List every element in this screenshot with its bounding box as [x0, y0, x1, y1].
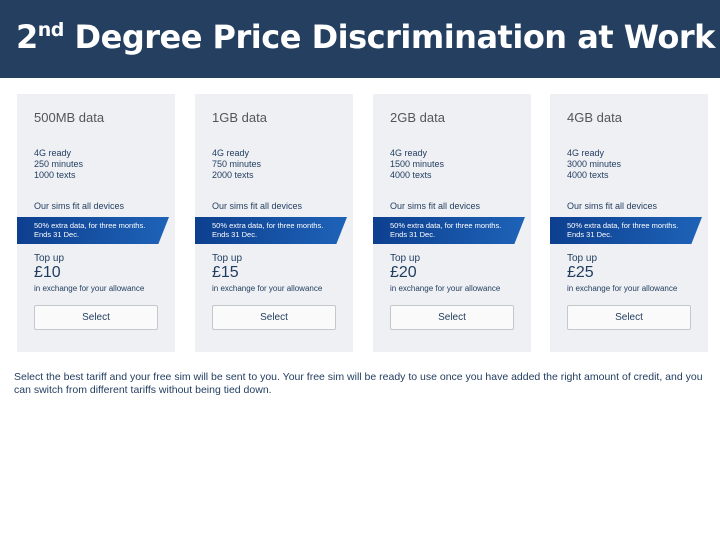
feature: 4G ready [390, 148, 428, 158]
price: £15 [212, 264, 239, 281]
feature: 4G ready [34, 148, 72, 158]
promo-band: 50% extra data, for three months. Ends 31… [373, 217, 525, 244]
price: £20 [390, 264, 417, 281]
feature: 4000 texts [567, 170, 609, 180]
topup-label: Top up [34, 253, 65, 264]
feature: 4000 texts [390, 170, 432, 180]
price: £25 [567, 264, 594, 281]
topup-label: Top up [212, 253, 243, 264]
promo-line: Ends 31 Dec. [212, 230, 258, 239]
select-button[interactable]: Select [567, 305, 691, 330]
allowance-note: in exchange for your allowance [390, 284, 501, 293]
feature: 2000 texts [212, 170, 254, 180]
tariff-card: 1GB data 4G ready 750 minutes 2000 texts Our… [195, 94, 353, 352]
sims-note: Our sims fit all devices [390, 201, 481, 211]
topup-label: Top up [390, 253, 421, 264]
feature: 250 minutes [34, 159, 84, 169]
tariff-card: 500MB data 4G ready 250 minutes 1000 texts O… [17, 94, 175, 352]
promo-band: 50% extra data, for three months. Ends 31… [550, 217, 702, 244]
price: £10 [34, 264, 61, 281]
promo-line: Ends 31 Dec. [567, 230, 613, 239]
promo-line: Ends 31 Dec. [34, 230, 80, 239]
plan-name: 500MB data [34, 110, 105, 125]
sims-note: Our sims fit all devices [34, 201, 125, 211]
allowance-note: in exchange for your allowance [34, 284, 145, 293]
title: 2nd Degree Price Discrimination at Work [16, 18, 715, 56]
sims-note: Our sims fit all devices [212, 201, 303, 211]
promo-line: 50% extra data, for three months. [34, 221, 146, 230]
header-bar: 2nd Degree Price Discrimination at Work [0, 0, 720, 78]
title-text: Degree Price Discrimination at Work [74, 18, 716, 56]
select-button[interactable]: Select [390, 305, 514, 330]
promo-line: 50% extra data, for three months. [567, 221, 679, 230]
title-number: 2 [16, 18, 38, 56]
feature: 750 minutes [212, 159, 262, 169]
allowance-note: in exchange for your allowance [212, 284, 323, 293]
feature: 4G ready [212, 148, 250, 158]
plan-name: 1GB data [212, 110, 267, 125]
select-button[interactable]: Select [34, 305, 158, 330]
select-button[interactable]: Select [212, 305, 336, 330]
promo-band: 50% extra data, for three months. Ends 31… [195, 217, 347, 244]
feature: 3000 minutes [567, 159, 622, 169]
title-superscript: nd [37, 19, 65, 41]
plan-name: 2GB data [390, 110, 445, 125]
allowance-note: in exchange for your allowance [567, 284, 678, 293]
plan-name: 4GB data [567, 110, 622, 125]
feature: 1500 minutes [390, 159, 445, 169]
tariff-card: 4GB data 4G ready 3000 minutes 4000 texts Ou… [550, 94, 708, 352]
caption: Select the best tariff and your free sim… [14, 371, 703, 396]
promo-band: 50% extra data, for three months. Ends 31… [17, 217, 169, 244]
tariff-card: 2GB data 4G ready 1500 minutes 4000 texts Ou… [373, 94, 531, 352]
promo-line: 50% extra data, for three months. [212, 221, 324, 230]
promo-line: 50% extra data, for three months. [390, 221, 502, 230]
topup-label: Top up [567, 253, 598, 264]
sims-note: Our sims fit all devices [567, 201, 658, 211]
feature: 1000 texts [34, 170, 76, 180]
feature: 4G ready [567, 148, 605, 158]
promo-line: Ends 31 Dec. [390, 230, 436, 239]
